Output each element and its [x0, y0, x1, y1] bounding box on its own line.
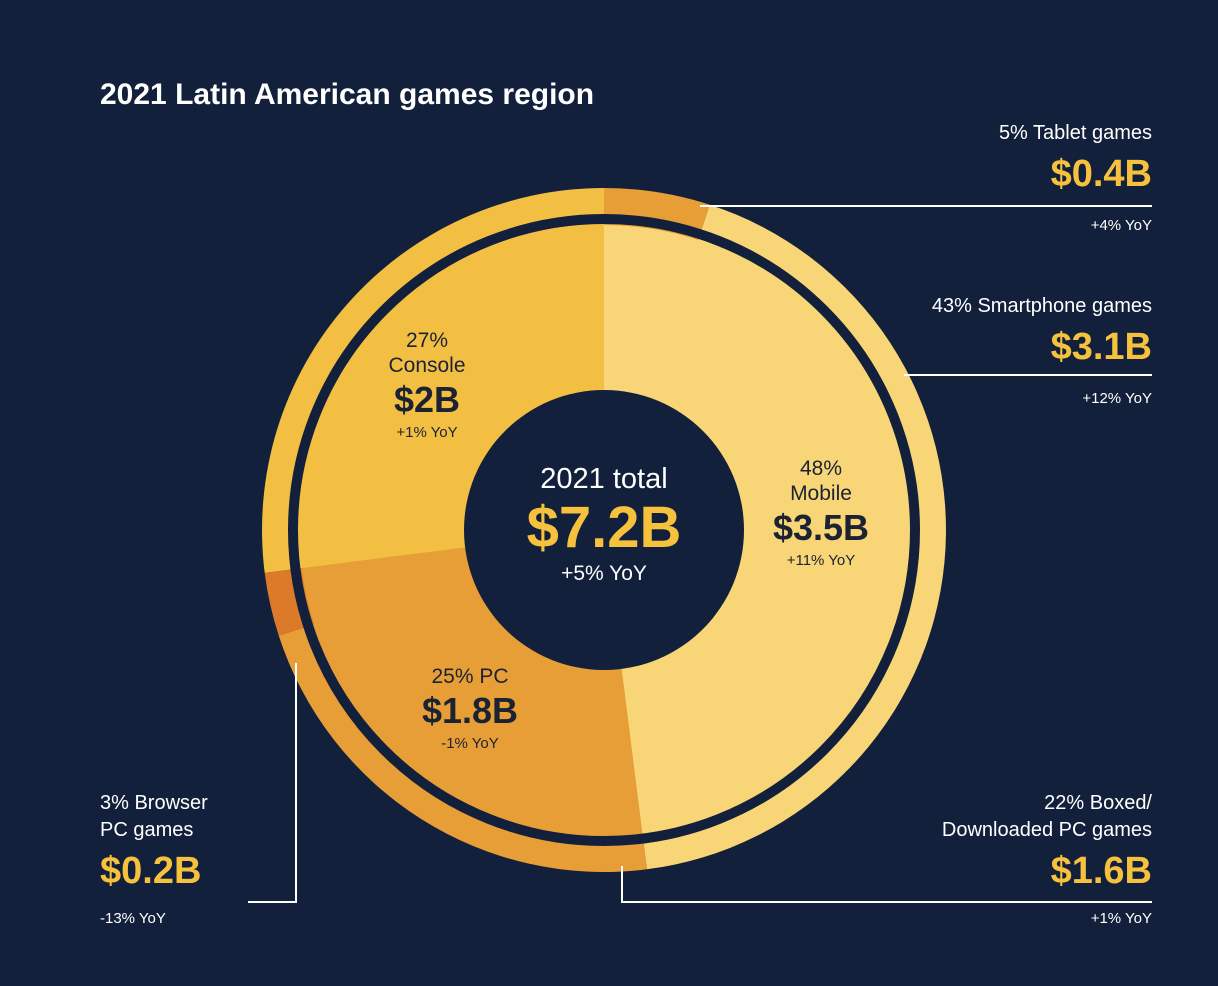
center-hole — [464, 390, 744, 670]
center-total-value: $7.2B — [526, 495, 682, 560]
boxed-pc-percent-line2: Downloaded PC games — [941, 819, 1152, 841]
tablet-value: $0.4B — [1050, 153, 1152, 195]
console-name: Console — [388, 354, 466, 377]
inner-label-console: 27% Console $2B +1% YoY — [352, 328, 502, 444]
smartphone-percent: 43% Smartphone games — [931, 295, 1152, 317]
leader-line-boxed-pc — [621, 866, 1152, 903]
browser-pc-yoy: -13% YoY — [100, 910, 166, 927]
chart-title: 2021 Latin American games region — [100, 78, 595, 111]
smartphone-value: $3.1B — [1050, 326, 1152, 368]
outer-label-browser-pc: 3% Browser PC games $0.2B -13% YoY — [100, 790, 400, 927]
tablet-yoy: +4% YoY — [1090, 217, 1152, 234]
mobile-yoy: +11% YoY — [786, 552, 856, 569]
separator-ring — [288, 214, 920, 846]
browser-pc-value: $0.2B — [100, 850, 202, 892]
leader-line-browser-pc — [248, 663, 297, 903]
browser-pc-percent-line1: 3% Browser — [100, 792, 208, 814]
mobile-value: $3.5B — [772, 507, 870, 548]
inner-slice-mobile — [604, 225, 909, 833]
boxed-pc-percent-line1: 22% Boxed/ — [1044, 792, 1152, 814]
mobile-percent: 48% — [799, 457, 843, 480]
tablet-percent: 5% Tablet games — [998, 122, 1152, 144]
boxed-pc-yoy: +1% YoY — [1090, 910, 1152, 927]
inner-label-mobile: 48% Mobile $3.5B +11% YoY — [746, 456, 896, 572]
center-total-label: 2021 total — [540, 463, 668, 495]
mobile-name: Mobile — [790, 482, 852, 505]
boxed-pc-value: $1.6B — [1050, 850, 1152, 892]
inner-label-pc: 25% PC $1.8B -1% YoY — [390, 664, 550, 755]
console-percent: 27% — [405, 329, 449, 352]
outer-label-smartphone: 43% Smartphone games $3.1B +12% YoY — [752, 293, 1152, 407]
browser-pc-percent-line2: PC games — [100, 819, 194, 841]
pc-percent: 25% PC — [431, 665, 509, 688]
pc-yoy: -1% YoY — [441, 735, 499, 752]
smartphone-yoy: +12% YoY — [1082, 390, 1152, 407]
outer-label-boxed-pc: 22% Boxed/ Downloaded PC games $1.6B +1%… — [752, 790, 1152, 927]
leader-lines — [248, 205, 1152, 903]
center-label: 2021 total $7.2B +5% YoY — [474, 462, 734, 588]
pc-value: $1.8B — [421, 690, 519, 731]
console-value: $2B — [393, 379, 461, 420]
center-total-yoy: +5% YoY — [561, 562, 647, 585]
console-yoy: +1% YoY — [396, 424, 458, 441]
outer-label-tablet: 5% Tablet games $0.4B +4% YoY — [752, 120, 1152, 234]
